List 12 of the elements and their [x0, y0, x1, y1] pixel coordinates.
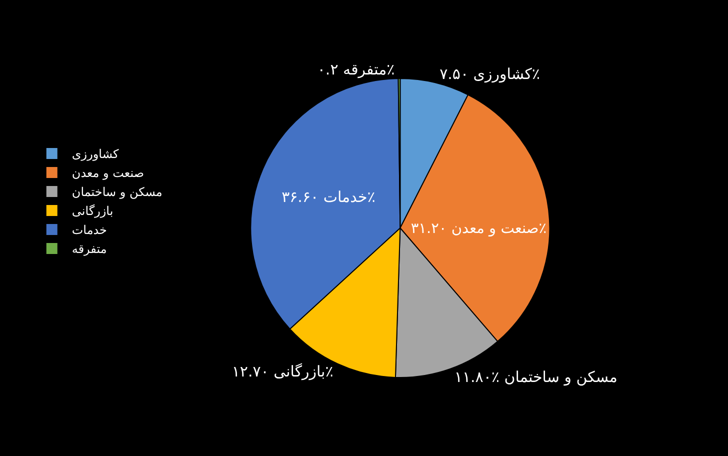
legend-label: کشاورزی [72, 147, 120, 162]
data-label: متفرقه ۰.۲٪ [317, 60, 395, 78]
legend-label: متفرقه [72, 242, 107, 256]
data-label: مسکن و ساختمان ٪۱۱.۸۰ [454, 368, 618, 386]
legend-label: صنعت و معدن [72, 166, 144, 180]
legend-label: بازرگانی [72, 204, 114, 218]
legend-label: مسکن و ساختمان [72, 185, 162, 200]
legend-label: خدمات [72, 223, 107, 238]
data-label: خدمات ۳۶.۶۰٪ [282, 188, 376, 206]
data-label: کشاورزی ۷.۵۰٪ [440, 65, 540, 84]
data-label: صنعت و معدن ۳۱.۲۰٪ [410, 220, 547, 237]
data-label: بازرگانی ۱۲.۷۰٪ [232, 362, 334, 380]
